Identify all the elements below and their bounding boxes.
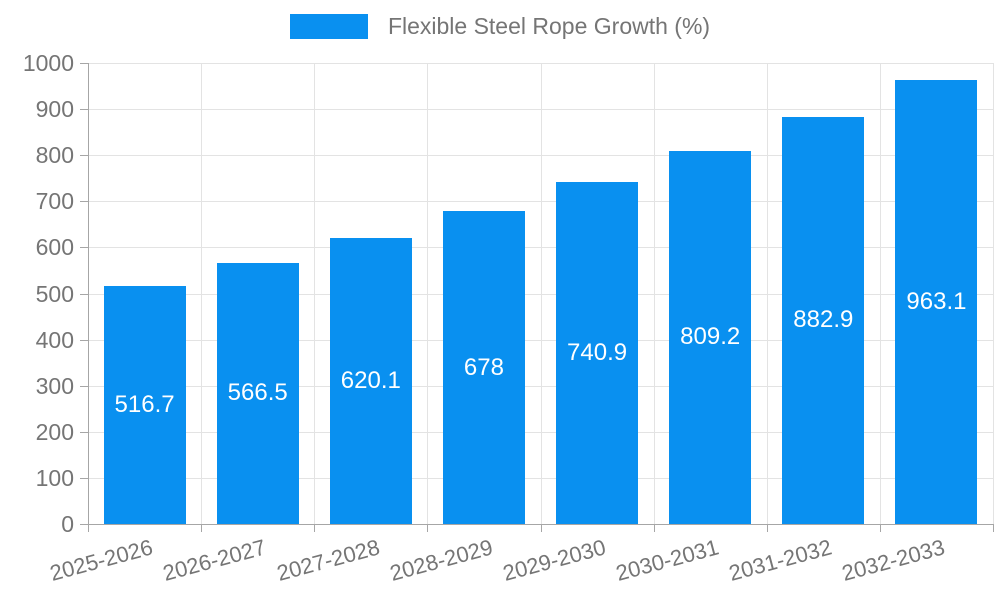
bar[interactable]: 566.5 bbox=[216, 262, 299, 524]
y-axis-tick bbox=[80, 247, 88, 249]
bar[interactable]: 516.7 bbox=[103, 285, 186, 524]
y-axis-tick bbox=[80, 155, 88, 157]
y-axis-tick bbox=[80, 477, 88, 479]
y-axis-tick bbox=[80, 524, 88, 525]
x-tick-label: 2029-2030 bbox=[500, 534, 609, 586]
x-gridline bbox=[879, 63, 881, 524]
x-gridline bbox=[653, 63, 655, 524]
x-tick-label: 2027-2028 bbox=[273, 534, 382, 586]
x-axis-tick bbox=[540, 524, 542, 532]
x-gridline bbox=[427, 63, 429, 524]
y-tick-label: 700 bbox=[35, 188, 74, 215]
y-axis-tick bbox=[80, 293, 88, 295]
y-tick-label: 200 bbox=[35, 418, 74, 445]
y-tick-label: 500 bbox=[35, 280, 74, 307]
y-axis-line bbox=[88, 63, 89, 524]
legend-label: Flexible Steel Rope Growth (%) bbox=[387, 13, 711, 39]
x-axis-tick bbox=[766, 524, 768, 532]
x-axis-line bbox=[88, 524, 994, 525]
x-gridline bbox=[540, 63, 542, 524]
y-tick-label: 100 bbox=[35, 464, 74, 491]
y-axis-tick bbox=[80, 339, 88, 341]
bar[interactable]: 620.1 bbox=[329, 238, 412, 524]
x-gridline bbox=[766, 63, 768, 524]
legend-swatch bbox=[289, 14, 368, 39]
x-axis-tick bbox=[653, 524, 655, 532]
bar-value-label: 566.5 bbox=[227, 379, 288, 407]
y-tick-label: 1000 bbox=[22, 50, 74, 76]
bar-value-label: 740.9 bbox=[567, 339, 628, 367]
x-axis-tick bbox=[993, 524, 994, 532]
y-axis-tick bbox=[80, 385, 88, 387]
x-tick-label: 2030-2031 bbox=[613, 534, 722, 586]
bar-value-label: 963.1 bbox=[906, 287, 967, 315]
y-axis-tick bbox=[80, 109, 88, 111]
x-tick-label: 2031-2032 bbox=[726, 534, 835, 586]
bar[interactable]: 740.9 bbox=[556, 182, 639, 524]
bar[interactable]: 678 bbox=[442, 211, 525, 524]
y-tick-label: 0 bbox=[61, 511, 74, 537]
x-axis-tick bbox=[879, 524, 881, 532]
x-axis-tick bbox=[427, 524, 429, 532]
legend[interactable]: Flexible Steel Rope Growth (%) bbox=[0, 14, 1000, 39]
bar[interactable]: 963.1 bbox=[895, 80, 978, 524]
bar-value-label: 620.1 bbox=[340, 367, 401, 395]
x-tick-label: 2032-2033 bbox=[839, 534, 948, 586]
x-axis-tick bbox=[201, 524, 203, 532]
bar-value-label: 516.7 bbox=[114, 390, 175, 418]
x-tick-label: 2025-2026 bbox=[47, 534, 156, 586]
bar[interactable]: 882.9 bbox=[782, 116, 865, 524]
bar-value-label: 678 bbox=[463, 353, 504, 381]
x-gridline bbox=[314, 63, 316, 524]
x-gridline bbox=[201, 63, 203, 524]
y-tick-label: 300 bbox=[35, 372, 74, 399]
x-tick-label: 2028-2029 bbox=[386, 534, 496, 586]
y-tick-label: 800 bbox=[35, 142, 74, 169]
x-axis-tick bbox=[88, 524, 89, 532]
y-tick-label: 900 bbox=[35, 96, 74, 123]
y-axis-tick bbox=[80, 431, 88, 433]
bar-value-label: 882.9 bbox=[793, 306, 854, 334]
y-axis-tick bbox=[80, 63, 88, 64]
bar-value-label: 809.2 bbox=[680, 323, 741, 351]
x-tick-label: 2026-2027 bbox=[160, 534, 269, 586]
bar[interactable]: 809.2 bbox=[669, 150, 752, 524]
y-tick-label: 400 bbox=[35, 326, 74, 353]
y-tick-label: 600 bbox=[35, 234, 74, 261]
y-axis-tick bbox=[80, 201, 88, 203]
x-gridline bbox=[993, 63, 994, 524]
x-axis-tick bbox=[314, 524, 316, 532]
